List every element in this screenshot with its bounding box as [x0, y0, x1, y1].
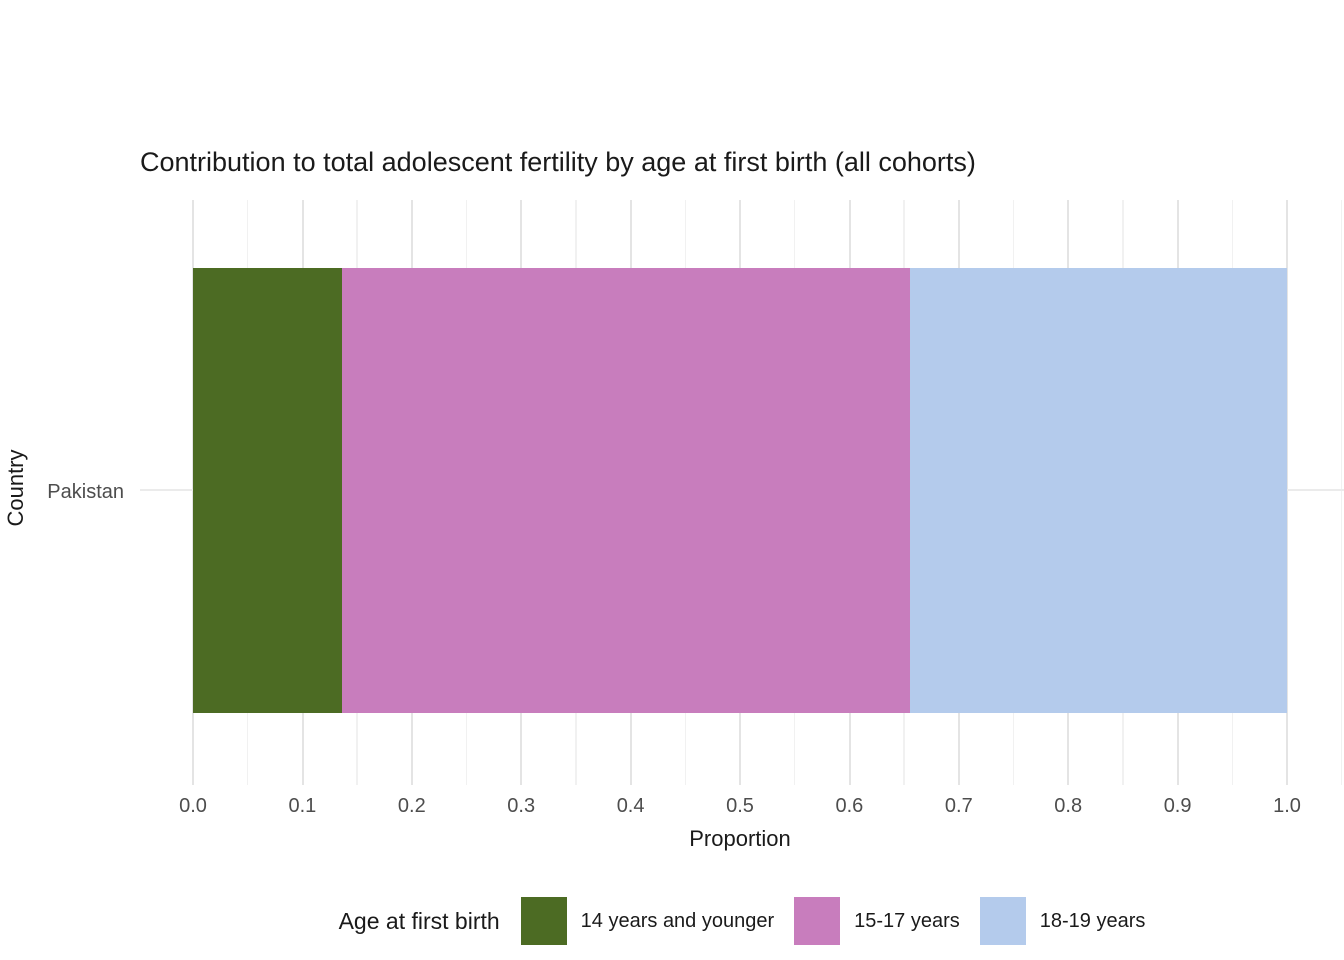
legend-key-swatch — [979, 897, 1026, 945]
legend-item: 14 years and younger — [520, 897, 775, 945]
plot-panel — [140, 200, 1344, 785]
legend: Age at first birth 14 years and younger 1… — [140, 894, 1344, 948]
x-tick-label: 0.8 — [1054, 795, 1083, 817]
x-major-gridline — [1286, 200, 1289, 785]
bar-segment-15-17-years — [341, 268, 910, 713]
x-tick-label: 1.0 — [1273, 795, 1301, 817]
bar-segment-14-years-and-younger — [193, 268, 342, 713]
bar-segment-18-19-years — [909, 268, 1287, 713]
x-tick-label: 0.2 — [397, 795, 426, 817]
legend-label: 15-17 years — [854, 909, 960, 932]
x-tick-label: 0.7 — [944, 795, 973, 817]
stacked-bar-pakistan — [140, 268, 1344, 713]
legend-label: 18-19 years — [1039, 909, 1146, 932]
legend-label: 14 years and younger — [580, 909, 775, 932]
y-tick-label-pakistan: Pakistan — [47, 481, 124, 503]
x-tick-label: 0.5 — [726, 795, 754, 817]
x-tick-label: 0.3 — [507, 795, 536, 817]
legend-key-swatch — [520, 897, 567, 945]
legend-key-swatch — [794, 897, 841, 945]
x-minor-gridline — [1340, 200, 1343, 785]
x-tick-label: 0.1 — [288, 795, 317, 817]
legend-items: 14 years and younger 15-17 years 18-19 yea… — [520, 897, 1146, 945]
chart-title: Contribution to total adolescent fertili… — [140, 147, 976, 177]
x-tick-label: 0.6 — [835, 795, 864, 817]
x-tick-label: 0.0 — [179, 795, 207, 817]
legend-item: 15-17 years — [794, 897, 960, 945]
y-axis-title: Country — [3, 449, 28, 527]
x-tick-label: 0.4 — [616, 795, 645, 817]
x-axis-title: Proportion — [689, 826, 791, 851]
legend-title: Age at first birth — [338, 907, 500, 934]
x-tick-label: 0.9 — [1163, 795, 1192, 817]
legend-item: 18-19 years — [979, 897, 1146, 945]
